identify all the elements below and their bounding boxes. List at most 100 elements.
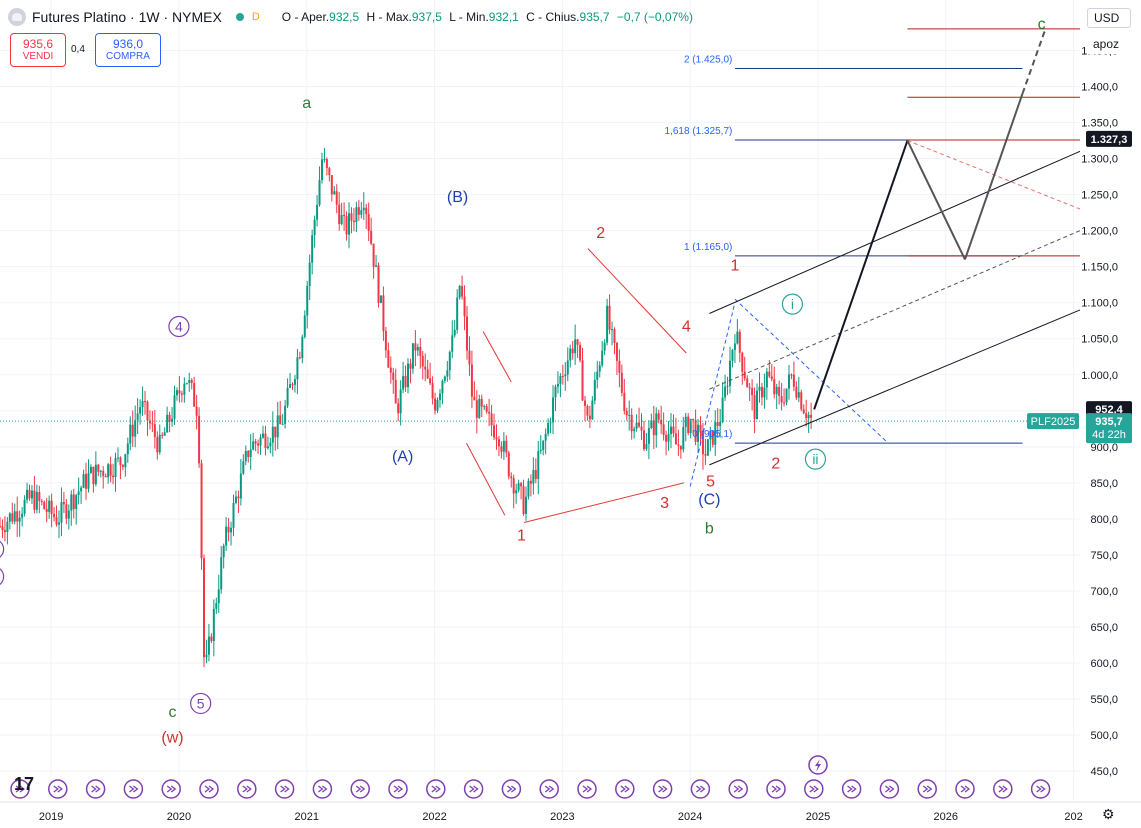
wave-label: 4 [682, 319, 691, 336]
candle-body [581, 360, 584, 401]
event-marker-icon[interactable] [539, 779, 559, 799]
symbol-title[interactable]: Futures Platino · 1W · NYMEX [32, 9, 222, 25]
lightning-event-icon[interactable] [808, 755, 828, 775]
candle-body [699, 424, 702, 433]
candle-body [183, 383, 186, 395]
currency-select[interactable]: USD [1087, 8, 1131, 28]
candle-body [230, 527, 233, 533]
candle-body [227, 526, 230, 533]
candle-body [365, 207, 368, 215]
event-marker-icon[interactable] [388, 779, 408, 799]
price-axis: 450,0 500,0 550,0 600,0 650,0 700,0 750,0 800,0… [1027, 0, 1141, 828]
grid [0, 0, 1080, 800]
event-marker-icon[interactable] [652, 779, 673, 799]
candle-body [763, 387, 766, 398]
candle-body [298, 357, 301, 359]
candle-body [175, 390, 178, 396]
scale-mode-button[interactable]: apoz [1087, 34, 1131, 54]
event-marker-icon[interactable] [426, 779, 446, 799]
candle-body [198, 415, 201, 464]
candle-body [43, 501, 46, 509]
candle-body [556, 383, 559, 387]
candle-body [259, 437, 262, 446]
event-marker-icon[interactable] [577, 779, 597, 799]
candle-body [615, 342, 618, 361]
event-marker-icon[interactable] [917, 779, 937, 799]
market-status[interactable]: D [235, 11, 260, 23]
tradingview-logo-icon: 17 [14, 774, 34, 794]
candle-body [320, 159, 323, 181]
event-marker-icon[interactable] [804, 779, 824, 799]
candle-body [598, 365, 601, 372]
candle-body [185, 383, 188, 385]
close-value: 935,7 [579, 10, 610, 24]
event-marker-icon[interactable] [728, 779, 748, 799]
event-marker-icon[interactable] [690, 779, 711, 799]
event-marker-icon[interactable] [766, 779, 786, 799]
buy-button[interactable]: 936,0 COMPRA [95, 33, 161, 67]
time-tick-label: 2025 [806, 811, 830, 823]
candle-body [195, 406, 198, 416]
forecast-leg-3 [964, 93, 1024, 260]
candle-body [239, 473, 242, 499]
event-marker-icon[interactable] [48, 779, 68, 799]
candle-body [252, 441, 255, 450]
event-marker-icon[interactable] [10, 779, 30, 799]
event-arrow [280, 785, 290, 793]
event-marker-icon[interactable] [123, 779, 144, 799]
candle-body [26, 489, 29, 500]
event-marker-icon[interactable] [993, 779, 1013, 799]
event-marker-icon[interactable] [879, 779, 900, 799]
candle-body [242, 461, 245, 474]
price-tick-label: 1.100,0 [1081, 298, 1118, 310]
sell-button[interactable]: 935,6 VENDI [10, 33, 66, 67]
candle-body [770, 376, 773, 380]
event-marker-icon[interactable] [199, 779, 219, 799]
candle-body [340, 214, 343, 224]
event-marker-icon[interactable] [274, 779, 295, 799]
candle-body [795, 386, 798, 398]
event-arrow [696, 785, 706, 793]
event-markers[interactable]: 17 [10, 755, 1051, 799]
candle-body [112, 475, 115, 478]
event-marker-icon[interactable] [85, 779, 106, 799]
buy-price: 936,0 [112, 37, 144, 51]
candle-body [148, 420, 151, 424]
event-marker-icon[interactable] [237, 779, 257, 799]
event-marker-icon[interactable] [350, 779, 370, 799]
event-marker-icon[interactable] [463, 779, 484, 799]
wave-label: 2 [596, 225, 605, 242]
event-marker-icon[interactable] [615, 779, 635, 799]
high-value: 937,5 [411, 10, 442, 24]
candle-body [247, 450, 250, 458]
event-marker-icon[interactable] [161, 779, 181, 799]
event-marker-icon[interactable] [501, 779, 522, 799]
candle-body [446, 370, 449, 377]
event-arrow [544, 785, 555, 793]
candle-body [92, 466, 95, 485]
candle-body [291, 384, 294, 386]
wave-label: (C) [698, 492, 720, 509]
candle-body [121, 465, 124, 468]
candle-body [126, 443, 129, 455]
wave-label: 2 [771, 455, 780, 472]
gear-icon[interactable]: ⚙ [1102, 806, 1115, 822]
candle-body [807, 414, 810, 419]
spread-value: 0,4 [71, 44, 85, 55]
candle-body [33, 490, 36, 510]
event-arrow [15, 785, 26, 793]
change-value: −0,7 (−0,07%) [616, 10, 693, 24]
candle-body [542, 440, 545, 450]
candle-body [279, 415, 282, 425]
candle-body [377, 265, 380, 303]
channel-lower-line [709, 309, 1081, 466]
price-tick-label: 650,0 [1090, 622, 1118, 634]
event-marker-icon[interactable] [841, 779, 862, 799]
low-value: 932,1 [488, 10, 519, 24]
event-marker-icon[interactable] [1030, 779, 1051, 799]
event-marker-icon[interactable] [312, 779, 333, 799]
event-marker-icon[interactable] [955, 779, 975, 799]
candle-body [596, 371, 599, 380]
candle-body [451, 335, 454, 352]
